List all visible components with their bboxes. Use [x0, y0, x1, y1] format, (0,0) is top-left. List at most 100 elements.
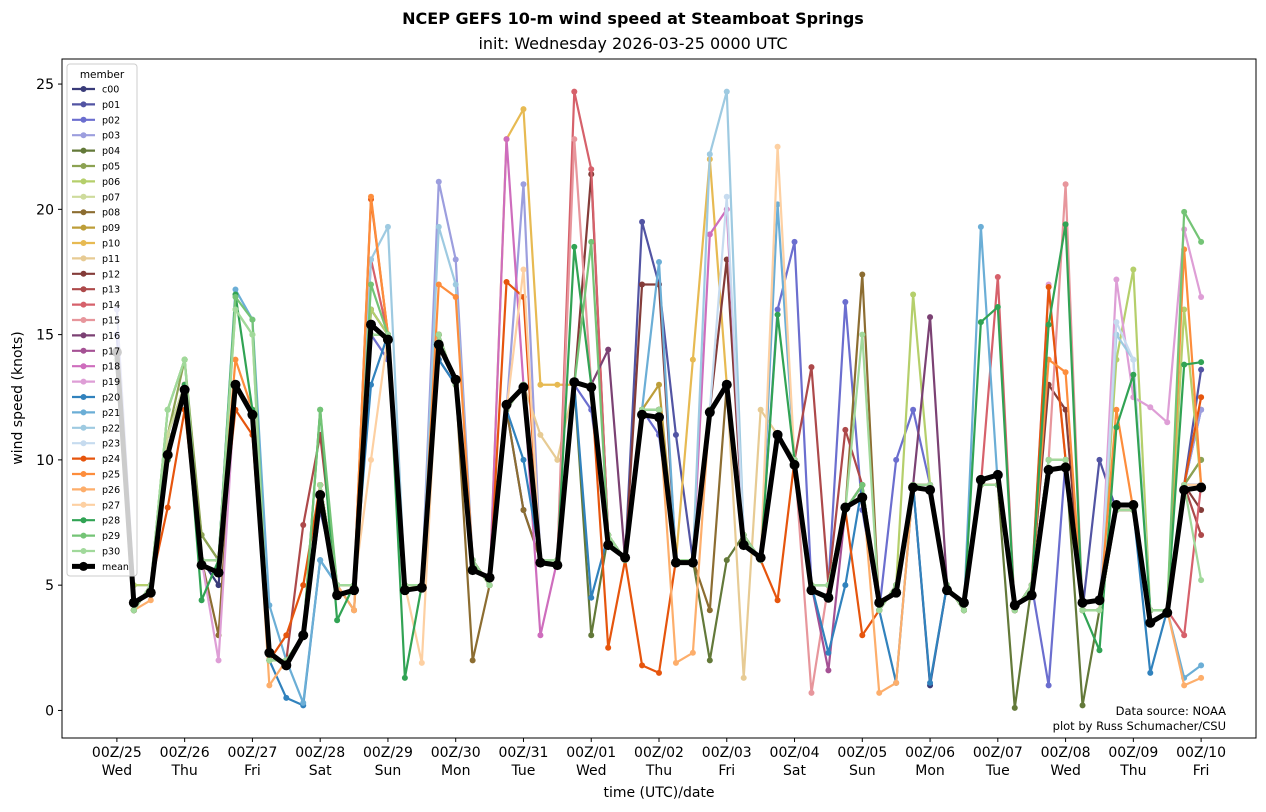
line-p14	[115, 90, 1203, 662]
legend-entry-p11: p11	[72, 254, 120, 265]
point-p23	[723, 193, 730, 200]
legend-entry-p27: p27	[72, 500, 120, 511]
point-mean	[1145, 617, 1156, 628]
legend-marker	[80, 486, 87, 493]
x-tick-label: 00Z/04	[770, 745, 820, 761]
point-p30	[1062, 456, 1069, 463]
point-p02	[791, 238, 798, 245]
x-tick-day-label: Thu	[170, 763, 197, 779]
legend-entry-p29: p29	[72, 531, 120, 542]
point-mean	[1060, 462, 1071, 473]
legend-marker	[80, 163, 87, 169]
point-p01	[1198, 366, 1205, 373]
credit-note: plot by Russ Schumacher/CSU	[1052, 719, 1226, 733]
legend-label: p03	[102, 131, 120, 142]
legend-entry-p13: p13	[72, 285, 120, 296]
point-mean	[1009, 600, 1020, 611]
point-mean	[467, 565, 478, 576]
y-tick-label: 20	[36, 202, 54, 218]
point-p03	[452, 256, 459, 263]
point-p15	[571, 136, 578, 143]
x-tick-label: 00Z/06	[905, 745, 955, 761]
point-p11	[537, 431, 544, 438]
point-mean	[806, 585, 817, 596]
legend-box	[66, 63, 138, 577]
point-p24	[283, 632, 290, 639]
legend-entry-p02: p02	[72, 115, 120, 126]
point-mean	[1077, 597, 1088, 608]
point-mean	[535, 557, 546, 568]
point-mean	[128, 597, 139, 608]
x-tick-day-label: Wed	[576, 763, 607, 779]
point-mean	[857, 492, 868, 503]
point-p20	[825, 649, 832, 656]
x-tick-label: 00Z/09	[1108, 745, 1158, 761]
x-tick-label: 00Z/26	[160, 745, 210, 761]
point-p30	[876, 607, 883, 614]
legend-marker	[80, 240, 87, 246]
point-p16	[605, 346, 612, 353]
x-tick-label: 00Z/30	[431, 745, 481, 761]
point-p13	[808, 364, 815, 371]
point-p30	[1079, 607, 1086, 614]
legend-marker	[80, 224, 87, 231]
point-p30	[435, 331, 442, 338]
x-tick-label: 00Z/31	[499, 745, 549, 761]
point-mean	[975, 474, 986, 485]
line-p18	[115, 138, 1202, 662]
legend-label: p04	[102, 146, 120, 157]
point-p20	[588, 594, 595, 601]
legend-label: p24	[102, 454, 120, 465]
point-p24	[503, 278, 510, 285]
x-tick-label: 00Z/10	[1176, 745, 1226, 761]
point-p24	[639, 662, 646, 669]
point-p06	[910, 291, 917, 298]
point-p26	[1181, 682, 1188, 689]
point-p29	[317, 406, 324, 413]
point-p28	[334, 617, 341, 624]
legend-label: p28	[102, 516, 120, 527]
legend-entry-p17: p17	[72, 346, 120, 357]
point-mean	[230, 379, 241, 390]
point-p30	[1198, 577, 1205, 584]
x-tick-label: 00Z/08	[1041, 745, 1091, 761]
point-mean	[450, 374, 461, 385]
legend-entry-p21: p21	[72, 408, 120, 419]
legend-label: p08	[102, 208, 120, 219]
point-mean	[484, 572, 495, 583]
legend-label: p18	[102, 362, 120, 373]
point-mean	[264, 647, 275, 658]
x-tick-day-label: Mon	[915, 763, 945, 779]
x-tick-day-label: Tue	[985, 763, 1010, 779]
x-tick-day-label: Thu	[1119, 763, 1146, 779]
point-p19	[1198, 294, 1205, 301]
point-p04	[1011, 704, 1018, 711]
x-tick-day-label: Fri	[718, 763, 735, 779]
point-p28	[1198, 359, 1205, 366]
legend-entry-p18: p18	[72, 362, 120, 373]
point-mean	[518, 382, 529, 393]
point-p24	[605, 644, 612, 651]
legend-label: p12	[102, 269, 120, 280]
series-p07	[113, 331, 1205, 664]
point-mean	[874, 597, 885, 608]
legend: member c00 p01 p02 p03 p04 p05 p06 p07 p08 p09 p10 p…	[66, 63, 138, 577]
legend-marker	[80, 332, 87, 339]
point-mean	[586, 382, 597, 393]
point-p14	[1181, 632, 1188, 639]
point-mean	[738, 540, 749, 551]
legend-label: p05	[102, 162, 120, 173]
point-p12	[1198, 506, 1205, 513]
x-tick-day-label: Wed	[102, 763, 133, 779]
legend-label: p29	[102, 531, 120, 542]
point-p26	[672, 659, 679, 666]
legend-label: p02	[102, 115, 120, 126]
point-p23	[1113, 319, 1120, 326]
point-p30	[859, 331, 866, 338]
point-p21	[656, 258, 662, 265]
point-mean	[382, 334, 393, 345]
line-p27	[115, 145, 1202, 664]
legend-entry-p01: p01	[72, 100, 120, 111]
